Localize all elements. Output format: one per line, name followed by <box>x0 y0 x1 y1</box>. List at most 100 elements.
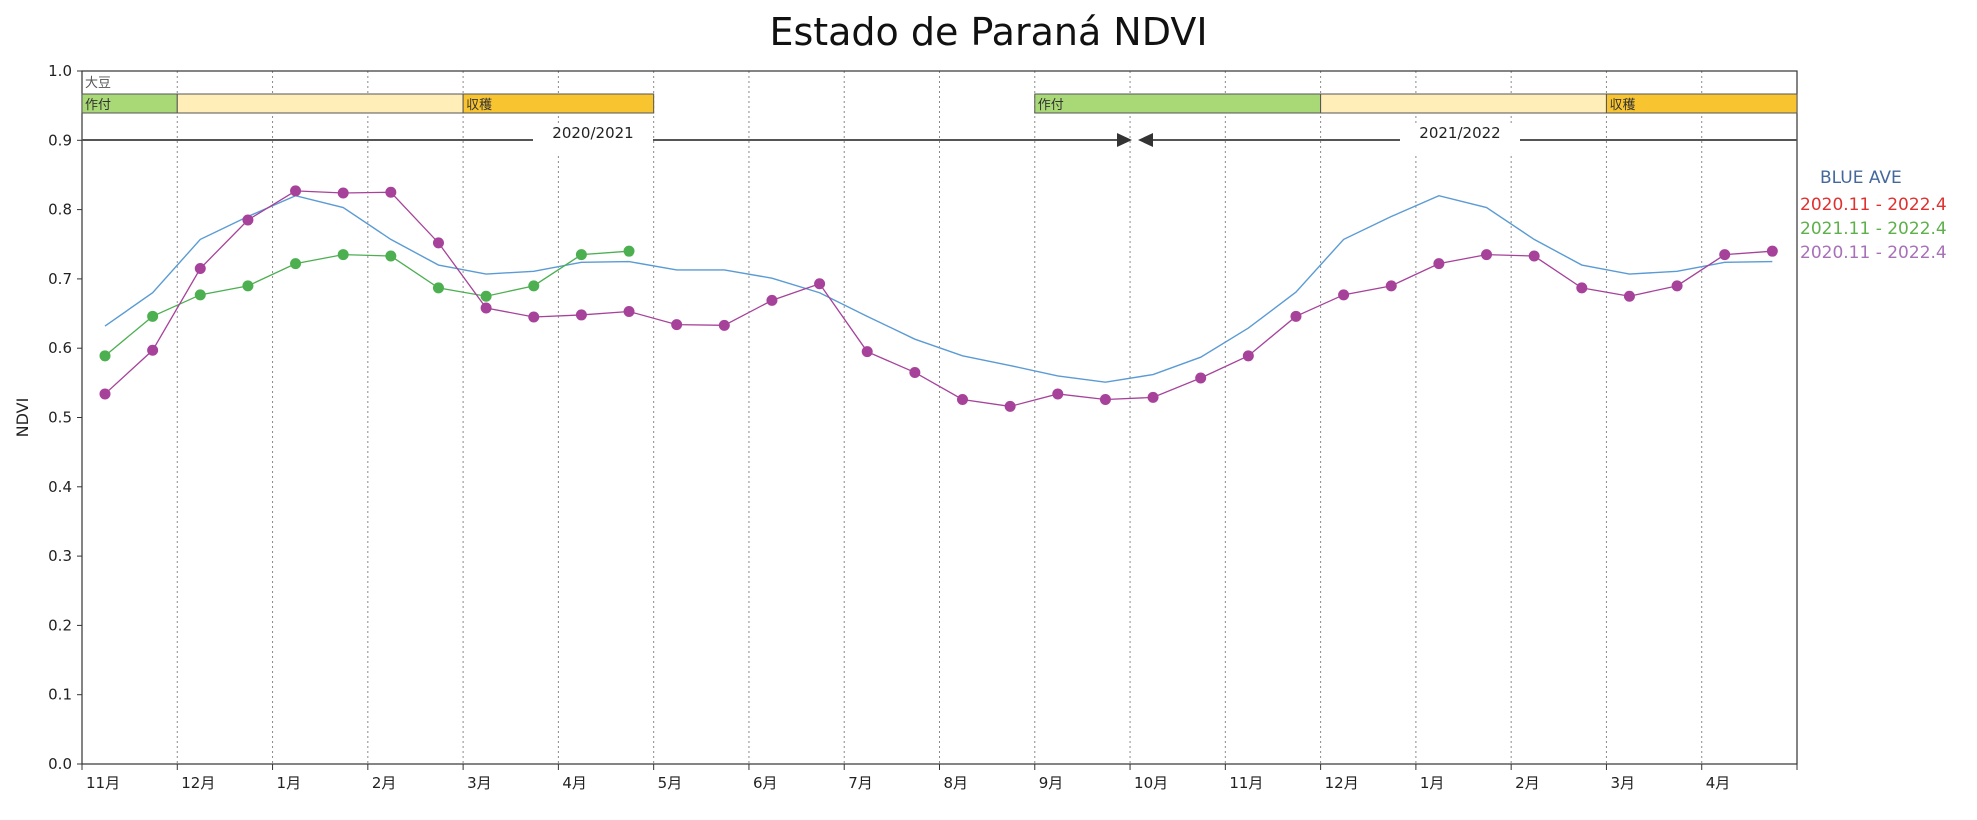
data-point <box>1147 391 1159 403</box>
x-tick-label: 11月 <box>1229 774 1263 792</box>
y-tick-label: 0.5 <box>48 409 72 427</box>
phase-bar <box>1034 93 1322 114</box>
x-tick-label: 9月 <box>1039 774 1064 792</box>
y-tick-label: 0.0 <box>48 755 72 773</box>
data-point <box>1290 310 1302 322</box>
legend-item-0: BLUE AVE <box>1820 168 1902 188</box>
x-tick-label: 2月 <box>1515 774 1540 792</box>
series-line-2 <box>104 190 1773 408</box>
crop-label: 大豆 <box>85 76 111 91</box>
data-point <box>99 388 111 400</box>
y-tick-label: 0.4 <box>48 478 72 496</box>
data-point <box>290 185 302 197</box>
phase-label: 収穫 <box>1609 98 1635 113</box>
season-label: 2020/2021 <box>552 124 633 142</box>
data-point <box>147 344 159 356</box>
data-point <box>1385 280 1397 292</box>
data-point <box>1338 289 1350 301</box>
season-label-bg <box>1400 126 1520 154</box>
data-point <box>242 214 254 226</box>
data-point <box>432 237 444 249</box>
data-point <box>242 280 254 292</box>
data-point <box>718 319 730 331</box>
data-point <box>99 350 111 362</box>
data-point <box>1623 290 1635 302</box>
phase-bar <box>1605 93 1798 114</box>
y-tick-label: 0.1 <box>48 686 72 704</box>
data-point <box>1671 280 1683 292</box>
data-point <box>480 302 492 314</box>
phase-bar <box>462 93 655 114</box>
x-tick-label: 12月 <box>1325 774 1359 792</box>
data-point <box>623 305 635 317</box>
x-tick-label: 4月 <box>1706 774 1731 792</box>
x-tick-label: 7月 <box>848 774 873 792</box>
data-point <box>1052 388 1064 400</box>
data-point <box>1481 249 1493 261</box>
y-tick-label: 0.3 <box>48 547 72 565</box>
y-tick-label: 1.0 <box>48 62 72 80</box>
data-point <box>480 290 492 302</box>
x-tick-label: 2月 <box>372 774 397 792</box>
data-point <box>1242 350 1254 362</box>
y-tick-label: 0.8 <box>48 201 72 219</box>
data-point <box>861 346 873 358</box>
x-tick-label: 8月 <box>944 774 969 792</box>
data-point <box>1004 400 1016 412</box>
data-point <box>385 186 397 198</box>
legend-item-2: 2021.11 - 2022.4 <box>1800 219 1947 239</box>
phase-bar <box>176 93 464 114</box>
data-point <box>385 250 397 262</box>
data-point <box>1528 250 1540 262</box>
data-point <box>194 263 206 275</box>
data-point <box>1099 393 1111 405</box>
phase-label: 作付 <box>85 98 111 113</box>
data-point <box>1766 245 1778 257</box>
season-label-bg <box>533 126 653 154</box>
season-arrow-left <box>1138 133 1153 147</box>
phase-label: 作付 <box>1038 98 1064 113</box>
data-point <box>1433 258 1445 270</box>
data-point <box>575 309 587 321</box>
y-tick-label: 0.7 <box>48 270 72 288</box>
y-tick-label: 0.9 <box>48 131 72 149</box>
data-point <box>814 278 826 290</box>
phase-bar <box>1320 93 1607 114</box>
data-point <box>575 249 587 261</box>
data-point <box>432 282 444 294</box>
y-axis-label: NDVI <box>13 398 32 438</box>
data-point <box>290 258 302 270</box>
season-arrow-right <box>1117 133 1132 147</box>
phase-label: 収穫 <box>466 98 492 113</box>
data-point <box>194 289 206 301</box>
data-point <box>1576 282 1588 294</box>
legend-item-1: 2020.11 - 2022.4 <box>1800 195 1947 215</box>
y-tick-label: 0.6 <box>48 339 72 357</box>
data-point <box>147 310 159 322</box>
data-point <box>1719 249 1731 261</box>
data-point <box>623 245 635 257</box>
data-point <box>337 187 349 199</box>
x-tick-label: 3月 <box>1610 774 1635 792</box>
x-tick-label: 12月 <box>181 774 215 792</box>
data-point <box>1195 372 1207 384</box>
x-tick-label: 10月 <box>1134 774 1168 792</box>
x-tick-label: 1月 <box>277 774 302 792</box>
data-point <box>528 280 540 292</box>
data-point <box>671 319 683 331</box>
season-label: 2021/2022 <box>1419 124 1500 142</box>
x-tick-label: 1月 <box>1420 774 1445 792</box>
legend-item-3: 2020.11 - 2022.4 <box>1800 243 1947 263</box>
data-point <box>766 294 778 306</box>
series-line-0 <box>104 195 1773 383</box>
data-point <box>528 311 540 323</box>
x-tick-label: 6月 <box>753 774 778 792</box>
data-point <box>909 366 921 378</box>
y-tick-label: 0.2 <box>48 616 72 634</box>
x-tick-label: 11月 <box>86 774 120 792</box>
x-tick-label: 3月 <box>467 774 492 792</box>
x-tick-label: 5月 <box>658 774 683 792</box>
series-line-1 <box>104 250 630 357</box>
data-point <box>337 249 349 261</box>
